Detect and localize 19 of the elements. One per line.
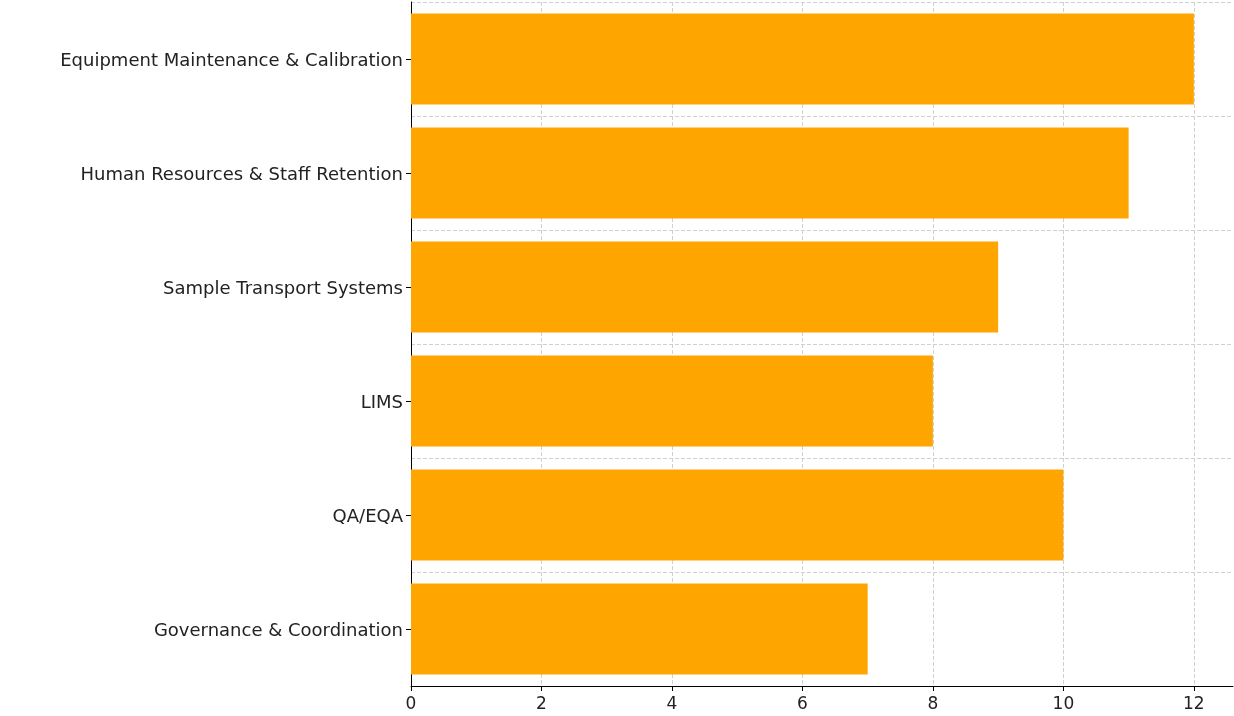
x-tick-label: 6: [797, 692, 808, 713]
bar: [411, 13, 1194, 105]
bar: [411, 355, 933, 447]
y-tick-label: Human Resources & Staff Retention: [80, 162, 403, 184]
y-tick-label: QA/EQA: [332, 504, 404, 526]
x-tick-label: 10: [1052, 692, 1075, 713]
y-tick-label: LIMS: [360, 390, 403, 412]
x-tick-label: 2: [536, 692, 547, 713]
bar: [411, 241, 999, 333]
x-tick-label: 12: [1183, 692, 1205, 713]
bar: [411, 127, 1129, 219]
x-tick-label: 8: [927, 692, 939, 713]
x-tick-label: 0: [405, 692, 417, 713]
y-tick-label: Equipment Maintenance & Calibration: [60, 48, 403, 70]
y-tick-label: Sample Transport Systems: [163, 276, 403, 298]
bar: [411, 583, 868, 675]
bar: [411, 469, 1064, 561]
y-tick-label: Governance & Coordination: [153, 618, 403, 640]
x-tick-label: 4: [666, 692, 678, 713]
